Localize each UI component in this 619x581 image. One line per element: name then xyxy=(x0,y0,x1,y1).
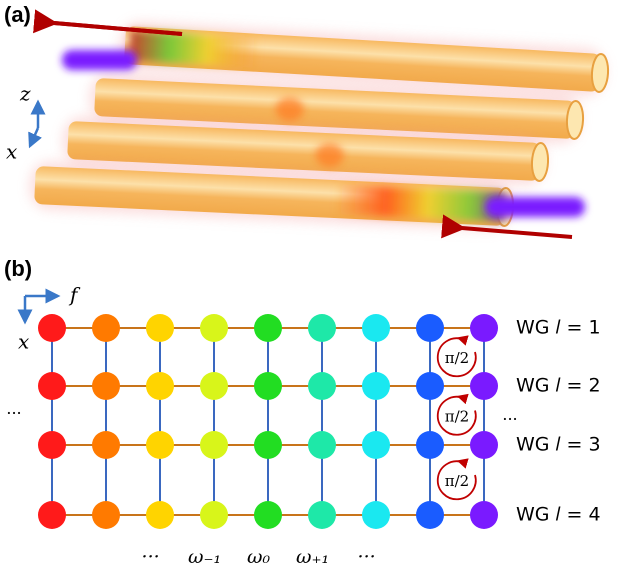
lattice-site xyxy=(308,501,336,529)
axis-arrow xyxy=(30,128,38,146)
axis-label: z xyxy=(19,82,31,106)
lattice-site xyxy=(254,501,282,529)
lattice-site xyxy=(200,431,228,459)
lattice-site xyxy=(200,501,228,529)
lattice-site xyxy=(254,314,282,342)
lattice-site xyxy=(416,431,444,459)
lattice-site xyxy=(146,372,174,400)
row-label: WG 𝑙 = 2 xyxy=(516,375,601,397)
lattice-site xyxy=(308,372,336,400)
panel-label: (b) xyxy=(4,256,32,281)
panel-b: (b) f x WG 𝑙 = 1 WG 𝑙 = 2 WG 𝑙 = 3 WG 𝑙 = 4 π/2… xyxy=(4,256,601,568)
row-label: WG 𝑙 = 1 xyxy=(516,317,601,339)
lattice-site xyxy=(362,501,390,529)
lattice-site xyxy=(200,372,228,400)
lattice-site xyxy=(470,314,498,342)
frequency-label: ω₋₁ xyxy=(188,546,221,568)
lattice-site xyxy=(38,501,66,529)
lattice-site xyxy=(308,431,336,459)
ellipsis: ··· xyxy=(502,410,517,429)
lattice-site xyxy=(92,501,120,529)
lattice-site xyxy=(146,501,174,529)
panel-label: (a) xyxy=(4,2,31,27)
frequency-label: ··· xyxy=(142,546,160,568)
lattice-site xyxy=(308,314,336,342)
output-beam xyxy=(485,197,585,217)
frequency-label: ω₀ xyxy=(247,546,270,568)
lattice-site xyxy=(416,372,444,400)
frequency-label: ··· xyxy=(358,546,376,568)
lattice-site xyxy=(38,372,66,400)
lattice-site xyxy=(362,372,390,400)
lattice-site xyxy=(470,372,498,400)
lattice-site xyxy=(146,431,174,459)
lattice-site xyxy=(362,314,390,342)
axis-label: x xyxy=(18,330,29,354)
lattice-site xyxy=(92,314,120,342)
row-label: WG 𝑙 = 4 xyxy=(516,504,601,526)
phase-label: π/2 xyxy=(445,349,469,367)
lattice-site xyxy=(146,314,174,342)
axis-label: f xyxy=(68,283,81,307)
page: {"panel_a": {"label": "(a)", "axes": ["z… xyxy=(0,0,619,581)
lattice-site xyxy=(362,431,390,459)
axis-label: x xyxy=(6,140,17,164)
lattice-site xyxy=(416,501,444,529)
lattice-site xyxy=(92,431,120,459)
lattice-site xyxy=(38,431,66,459)
phase-label: π/2 xyxy=(445,408,469,426)
lattice-site xyxy=(38,314,66,342)
lattice-site xyxy=(416,314,444,342)
lattice-site xyxy=(470,501,498,529)
lattice-site xyxy=(254,372,282,400)
lattice-site xyxy=(470,431,498,459)
row-label: WG 𝑙 = 3 xyxy=(516,434,601,456)
lattice-site xyxy=(200,314,228,342)
panel-a: (a) z x xyxy=(4,2,609,237)
ellipsis: ··· xyxy=(6,404,21,423)
frequency-label: ω₊₁ xyxy=(296,546,329,568)
figure: (a) z x (b) f x WG 𝑙 = 1 WG 𝑙 = 2 WG 𝑙 = 3 WG 𝑙 … xyxy=(0,0,619,581)
body: (a) z x (b) f x WG 𝑙 = 1 WG 𝑙 = 2 WG 𝑙 = 3 WG 𝑙 … xyxy=(0,0,619,581)
direction-arrow xyxy=(462,228,572,237)
input-beam xyxy=(62,50,137,70)
phase-label: π/2 xyxy=(445,472,469,490)
lattice-site xyxy=(92,372,120,400)
lattice-site xyxy=(254,431,282,459)
